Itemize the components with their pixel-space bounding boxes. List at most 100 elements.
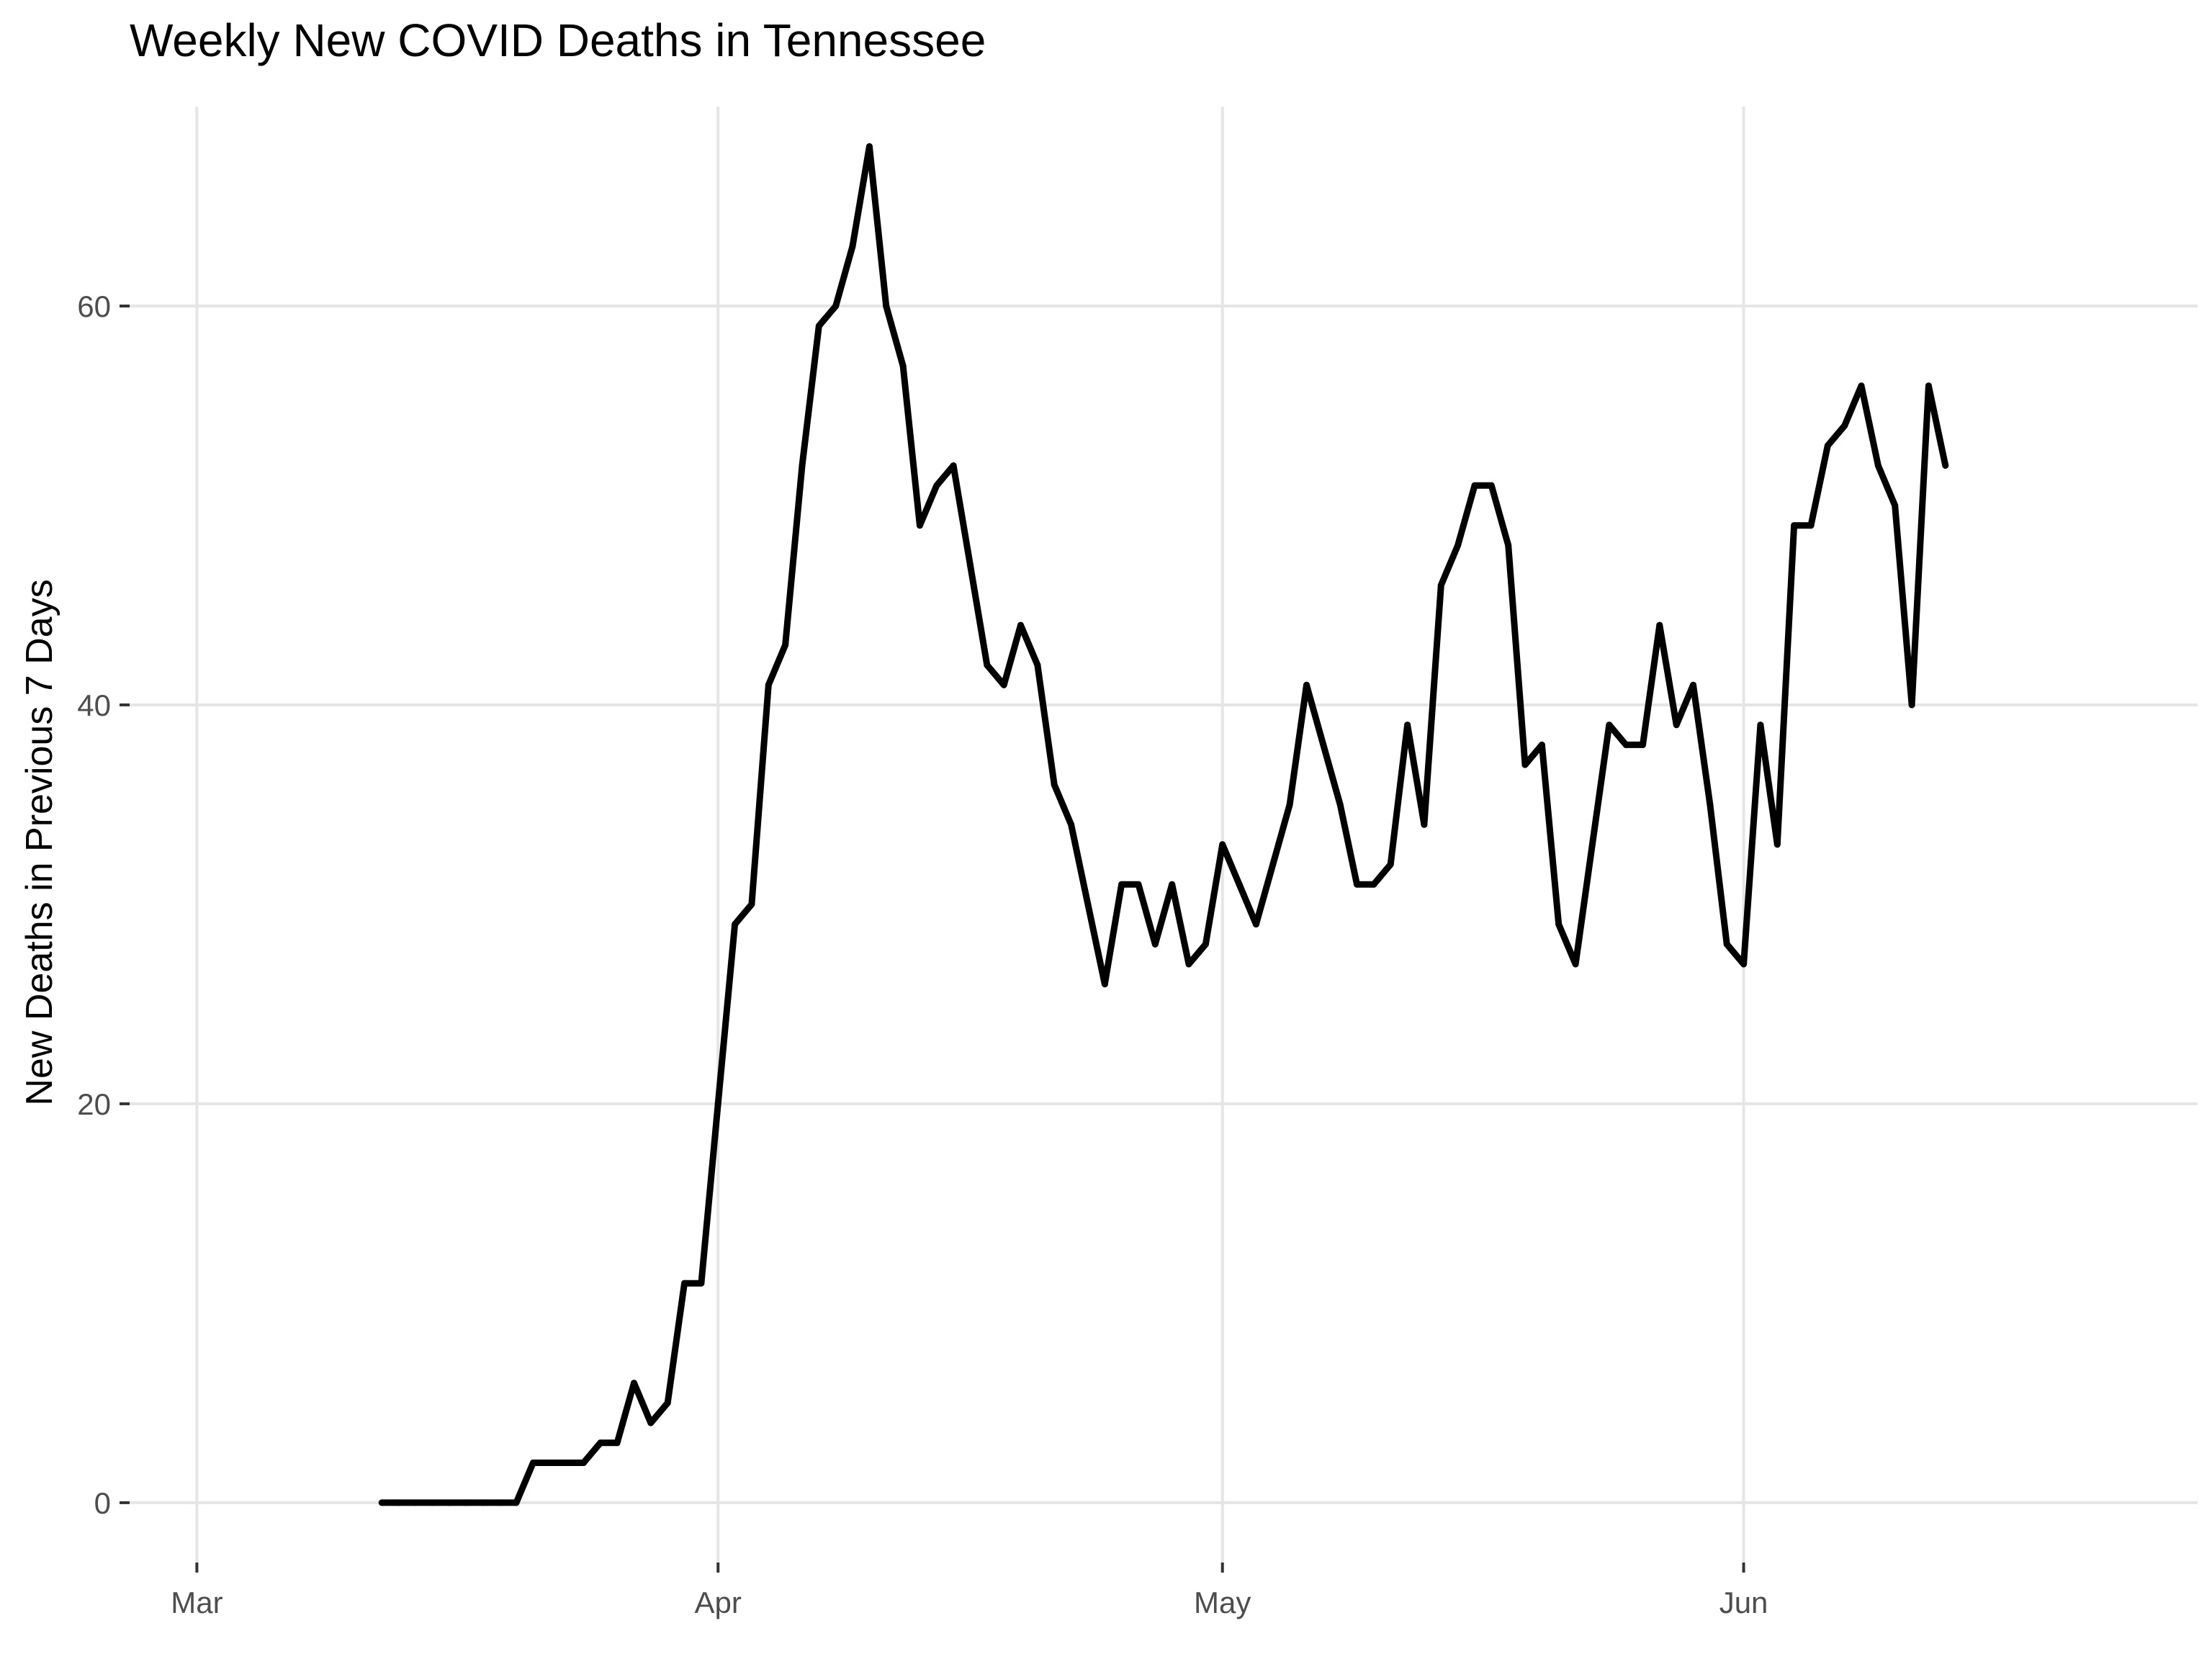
data-point <box>916 522 923 529</box>
data-point <box>1791 522 1798 529</box>
data-point <box>681 1280 688 1287</box>
data-point <box>1588 841 1596 848</box>
data-point <box>1084 901 1092 908</box>
data-point <box>933 482 940 489</box>
data-point <box>1017 621 1024 629</box>
data-point <box>1773 841 1781 848</box>
gridlines <box>130 107 2198 1563</box>
data-point <box>580 1460 587 1466</box>
data-point <box>1101 981 1108 988</box>
data-point <box>1874 462 1881 469</box>
data-point <box>832 302 840 310</box>
data-point <box>1185 961 1192 968</box>
data-point <box>883 302 890 310</box>
data-point <box>1807 522 1815 529</box>
data-point <box>1455 541 1462 549</box>
data-point <box>547 1460 554 1466</box>
data-point <box>765 681 772 688</box>
data-point <box>1841 422 1848 429</box>
data-point <box>1051 781 1058 788</box>
data-point <box>1690 681 1696 688</box>
data-point <box>1538 741 1545 748</box>
y-axis-title: New Deaths in Previous 7 Days <box>19 579 60 1105</box>
data-point <box>479 1499 486 1506</box>
series-layer <box>378 143 1949 1506</box>
data-point <box>664 1399 671 1406</box>
data-point <box>647 1419 655 1426</box>
data-point <box>1471 482 1478 489</box>
data-point <box>513 1499 520 1506</box>
data-point <box>815 323 822 330</box>
y-tick-label: 40 <box>77 688 111 722</box>
data-point <box>1252 921 1259 928</box>
data-point <box>1202 940 1209 948</box>
data-point <box>613 1439 621 1447</box>
data-point <box>1555 921 1563 928</box>
data-point <box>446 1499 453 1506</box>
data-point <box>395 1499 403 1506</box>
x-tick-label: Mar <box>171 1586 222 1619</box>
data-point <box>1723 940 1730 948</box>
data-point <box>799 462 806 469</box>
data-point <box>984 662 991 669</box>
data-point <box>1034 662 1041 669</box>
data-point <box>1303 681 1310 688</box>
data-point <box>1269 861 1277 868</box>
data-point <box>1387 861 1394 868</box>
x-tick-label: Jun <box>1719 1586 1768 1619</box>
data-point <box>849 243 856 250</box>
data-point <box>563 1460 570 1466</box>
data-point <box>1824 442 1831 449</box>
data-point <box>1606 721 1613 729</box>
data-point <box>1320 741 1327 748</box>
y-tick-label: 20 <box>77 1087 111 1121</box>
data-point <box>1622 741 1629 748</box>
data-point <box>1354 881 1360 888</box>
data-point <box>1908 701 1915 709</box>
data-point <box>428 1499 436 1506</box>
axes: 0 20 40 60 Mar Apr May Jun <box>77 289 1768 1619</box>
data-point <box>597 1439 604 1447</box>
data-point <box>714 1100 721 1107</box>
data-point <box>950 462 957 469</box>
data-point <box>1135 881 1142 888</box>
data-point <box>1236 881 1243 888</box>
data-point <box>1370 881 1377 888</box>
data-point <box>412 1499 419 1506</box>
data-point <box>899 362 907 369</box>
data-point <box>1858 382 1865 390</box>
data-point <box>1925 382 1932 390</box>
data-point <box>529 1460 536 1466</box>
data-point <box>1437 582 1444 589</box>
data-point <box>378 1499 385 1506</box>
data-point <box>1707 801 1714 808</box>
data-point <box>1673 721 1680 729</box>
data-point <box>1572 961 1579 968</box>
data-point <box>1892 502 1899 509</box>
data-point <box>1118 881 1125 888</box>
data-point <box>1169 881 1176 888</box>
data-point <box>1068 821 1075 828</box>
data-point <box>1656 621 1663 629</box>
data-point <box>1404 721 1411 729</box>
chart-title: Weekly New COVID Deaths in Tennessee <box>130 14 986 66</box>
y-tick-label: 0 <box>94 1486 111 1520</box>
data-point <box>1640 741 1646 748</box>
data-point <box>1336 801 1344 808</box>
data-point <box>1740 961 1748 968</box>
data-point <box>1942 462 1949 469</box>
x-tick-label: Apr <box>695 1586 742 1619</box>
data-point <box>1505 541 1512 549</box>
x-tick-label: May <box>1194 1586 1251 1619</box>
data-point <box>462 1499 469 1506</box>
data-point <box>496 1499 503 1506</box>
data-point <box>1000 681 1007 688</box>
data-point <box>631 1380 637 1387</box>
data-point <box>866 143 873 150</box>
data-point <box>1151 940 1159 948</box>
data-point <box>1219 841 1226 848</box>
data-point <box>748 901 755 908</box>
data-point <box>1421 821 1428 828</box>
